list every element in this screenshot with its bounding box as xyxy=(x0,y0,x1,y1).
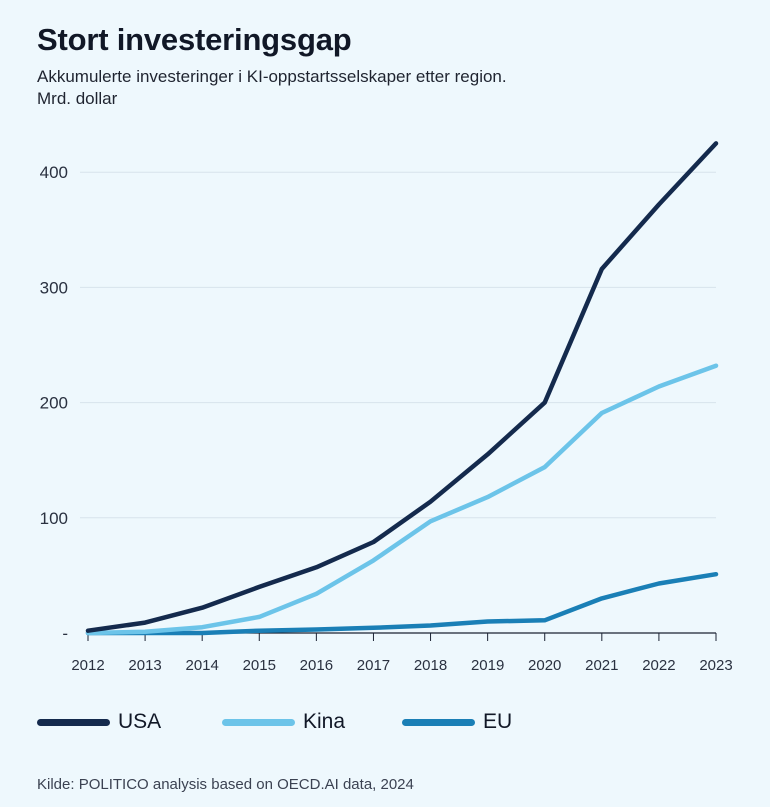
legend-item-eu: EU xyxy=(402,710,512,734)
x-tick-label: 2015 xyxy=(243,657,276,674)
legend-item-usa: USA xyxy=(37,710,222,734)
chart-subtitle: Akkumulerte investeringer i KI-oppstarts… xyxy=(37,67,507,86)
x-tick-label: 2023 xyxy=(699,657,732,674)
series-lines xyxy=(85,141,719,636)
series-line-kina xyxy=(85,363,719,636)
unit-label: Mrd. dollar xyxy=(37,89,118,108)
y-tick-label: 400 xyxy=(40,163,68,182)
gridlines xyxy=(80,171,716,519)
source-note: Kilde: POLITICO analysis based on OECD.A… xyxy=(37,776,414,793)
legend-item-kina: Kina xyxy=(222,710,402,734)
x-tick-label: 2012 xyxy=(71,657,104,674)
x-tick-label: 2021 xyxy=(585,657,618,674)
legend: USA Kina EU xyxy=(37,710,512,734)
legend-label-kina: Kina xyxy=(303,710,346,733)
y-tick-label: 200 xyxy=(40,394,68,413)
x-axis: 2012 2013 2014 2015 2016 2017 2018 2019 2020 2021… xyxy=(71,632,733,674)
series-line-eu xyxy=(85,571,719,636)
legend-swatch-eu xyxy=(402,718,475,726)
y-tick-label-zero: - xyxy=(62,624,68,643)
x-tick-label: 2020 xyxy=(528,657,561,674)
x-tick-label: 2014 xyxy=(185,657,218,674)
y-tick-label: 300 xyxy=(40,278,68,297)
legend-label-eu: EU xyxy=(483,710,513,733)
x-tick-label: 2018 xyxy=(414,657,447,674)
y-tick-label: 100 xyxy=(40,509,68,528)
x-tick-label: 2022 xyxy=(642,657,675,674)
legend-label-usa: USA xyxy=(118,710,162,733)
x-tick-label: 2016 xyxy=(300,657,333,674)
series-line-usa xyxy=(85,141,719,633)
x-tick-label: 2019 xyxy=(471,657,504,674)
y-axis-ticks: 400 300 200 100 - xyxy=(40,163,68,643)
legend-swatch-usa xyxy=(37,718,110,726)
x-tick-label: 2013 xyxy=(128,657,161,674)
x-tick-label: 2017 xyxy=(357,657,390,674)
chart-title: Stort investeringsgap xyxy=(37,22,352,57)
legend-swatch-kina xyxy=(222,718,295,726)
